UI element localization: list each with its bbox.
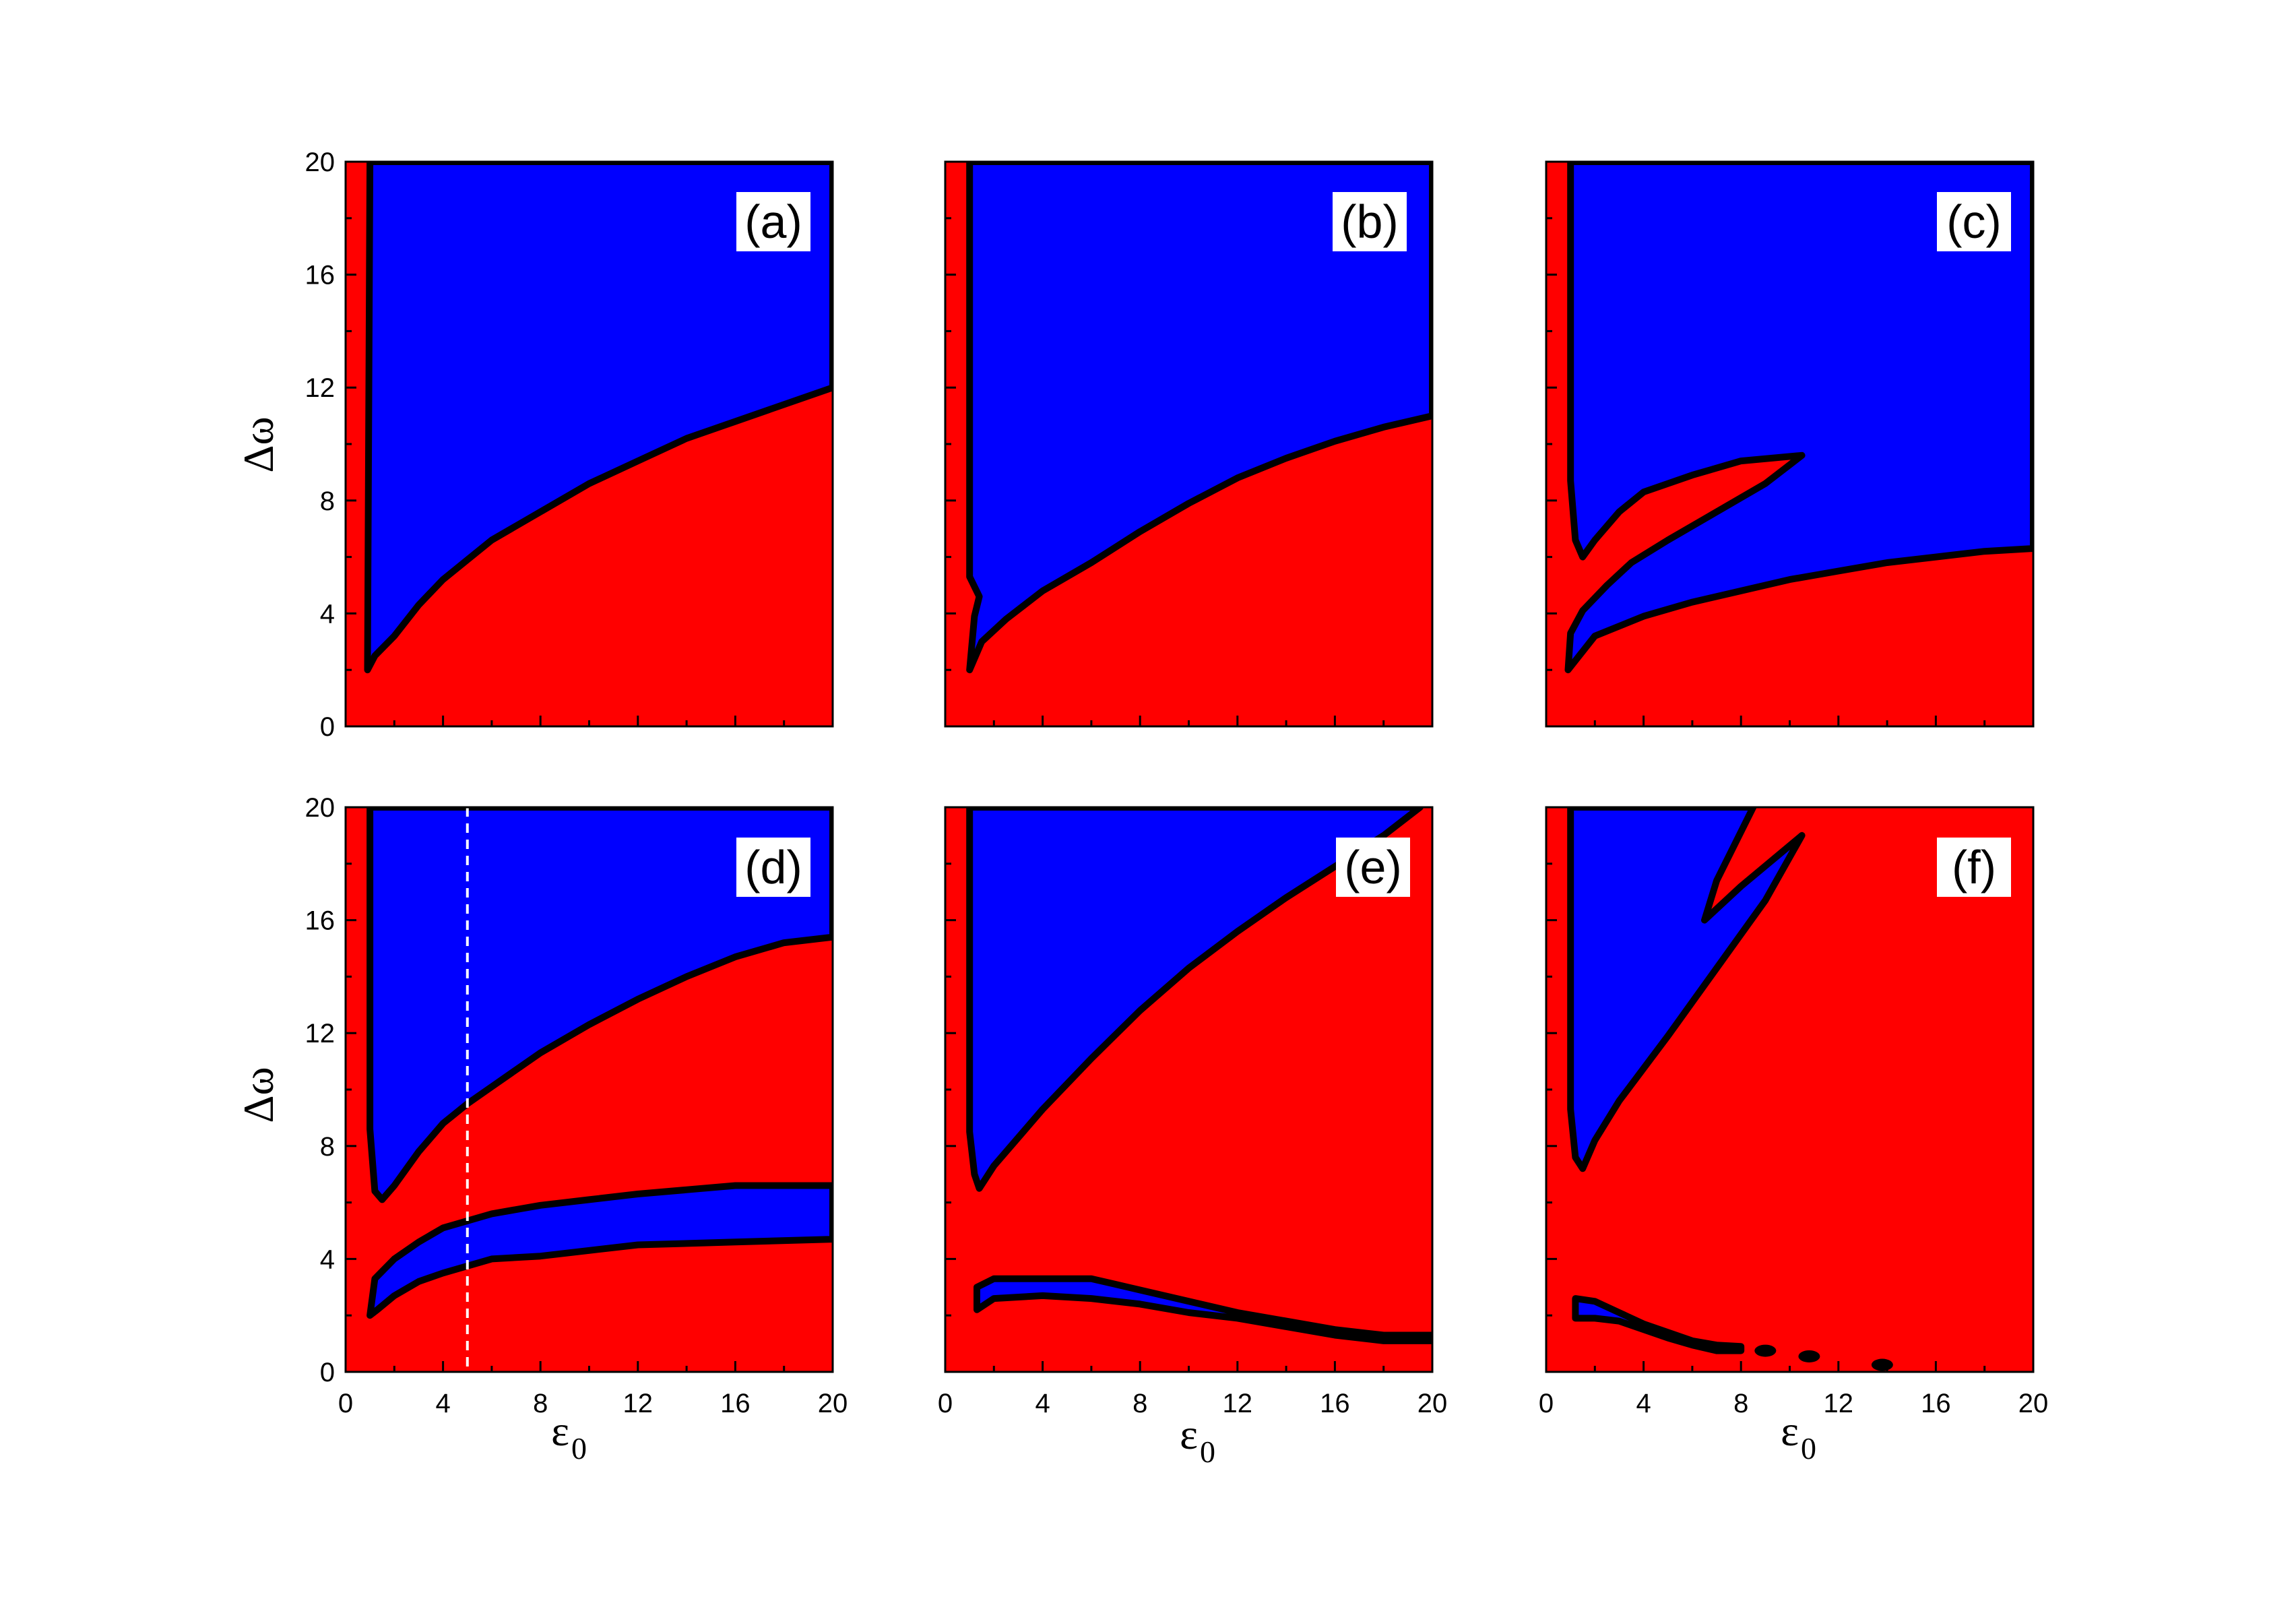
y-tick-label-d-20: 20 xyxy=(305,793,336,823)
blue-region-c-1 xyxy=(1564,162,2033,674)
x-axis-label-e: ε xyxy=(1180,1410,1198,1458)
panel-c: (c) xyxy=(1545,160,2035,728)
y-axis-label-top: Δω xyxy=(234,416,282,472)
panel-label-a: (a) xyxy=(744,195,802,248)
x-tick-label-d-12: 12 xyxy=(623,1389,653,1418)
panel-label-f: (f) xyxy=(1952,841,1996,893)
panel-label-bg-e xyxy=(1336,838,1410,897)
x-tick-label-f-20: 20 xyxy=(2018,1389,2049,1418)
boundary-island-f-3 xyxy=(1871,1358,1893,1371)
y-tick-label-d-8: 8 xyxy=(320,1132,335,1162)
x-tick-label-e-16: 16 xyxy=(1320,1389,1350,1418)
boundary-island-f-1 xyxy=(1754,1344,1777,1357)
x-tick-label-d-8: 8 xyxy=(533,1389,548,1418)
panel-a: 0 4 8 12 16 20 (a) xyxy=(305,148,834,742)
x-tick-label-f-16: 16 xyxy=(1921,1389,1951,1418)
y-tick-label-d-16: 16 xyxy=(305,906,336,936)
plot-area-b xyxy=(945,162,1432,726)
y-tick-label-a-16: 16 xyxy=(305,261,336,290)
panel-label-bg-a xyxy=(736,192,810,251)
panel-f: 0 4 8 12 16 20 (f) xyxy=(1539,806,2049,1418)
x-tick-label-f-0: 0 xyxy=(1539,1389,1554,1418)
panel-label-b: (b) xyxy=(1341,195,1399,248)
x-tick-label-d-4: 4 xyxy=(435,1389,450,1418)
y-tick-label-d-4: 4 xyxy=(320,1245,335,1274)
x-axis-label-e-subscript: 0 xyxy=(1200,1435,1215,1469)
panel-d: 0 4 8 12 16 20 0 4 8 12 16 20 (d) xyxy=(305,793,848,1418)
x-axis-label-f-subscript: 0 xyxy=(1801,1431,1816,1466)
y-tick-label-a-0: 0 xyxy=(320,712,335,742)
plot-area-a xyxy=(346,162,833,726)
x-tick-label-f-12: 12 xyxy=(1824,1389,1854,1418)
x-tick-label-e-8: 8 xyxy=(1133,1389,1147,1418)
y-tick-label-a-12: 12 xyxy=(305,373,336,403)
blue-region-e-2 xyxy=(974,1275,1432,1344)
panel-label-e: (e) xyxy=(1344,841,1402,893)
x-tick-label-f-8: 8 xyxy=(1733,1389,1748,1418)
x-tick-label-e-20: 20 xyxy=(1417,1389,1448,1418)
blue-region-d-2 xyxy=(366,1182,833,1319)
y-tick-label-d-12: 12 xyxy=(305,1019,336,1048)
y-tick-label-d-0: 0 xyxy=(320,1358,335,1387)
plot-area-c xyxy=(1546,162,2033,726)
blue-region-a-1 xyxy=(364,162,833,674)
panel-label-bg-d xyxy=(736,838,810,897)
y-tick-label-a-20: 20 xyxy=(305,148,336,177)
blue-region-b-1 xyxy=(966,162,1432,674)
panel-label-c: (c) xyxy=(1946,195,2002,248)
y-tick-label-a-8: 8 xyxy=(320,486,335,516)
blue-region-f-2 xyxy=(1572,1295,1745,1354)
panel-b: (b) xyxy=(944,160,1434,728)
plot-area-d xyxy=(346,807,833,1372)
x-tick-label-e-12: 12 xyxy=(1223,1389,1253,1418)
x-tick-label-e-0: 0 xyxy=(938,1389,953,1418)
x-axis-label-f: ε xyxy=(1781,1407,1799,1455)
plot-area-e xyxy=(945,807,1432,1372)
panel-e: 0 4 8 12 16 20 (e) xyxy=(938,806,1448,1418)
x-tick-label-f-4: 4 xyxy=(1636,1389,1651,1418)
x-tick-label-d-0: 0 xyxy=(338,1389,353,1418)
blue-region-f-1 xyxy=(1567,807,1806,1172)
x-tick-label-e-4: 4 xyxy=(1035,1389,1050,1418)
panel-label-d: (d) xyxy=(744,841,802,893)
plot-area-f xyxy=(1546,807,2033,1372)
panel-label-bg-b xyxy=(1333,192,1407,251)
x-tick-label-d-20: 20 xyxy=(818,1389,848,1418)
x-axis-label-d-subscript: 0 xyxy=(571,1431,587,1466)
x-axis-label-d: ε xyxy=(551,1407,569,1455)
y-axis-label-bottom: Δω xyxy=(234,1067,282,1123)
x-tick-label-d-16: 16 xyxy=(720,1389,751,1418)
boundary-island-f-2 xyxy=(1798,1350,1820,1362)
panel-label-bg-f xyxy=(1937,838,2011,897)
panel-label-bg-c xyxy=(1937,192,2011,251)
y-tick-label-a-4: 4 xyxy=(320,599,335,629)
blue-region-d-1 xyxy=(366,807,833,1203)
